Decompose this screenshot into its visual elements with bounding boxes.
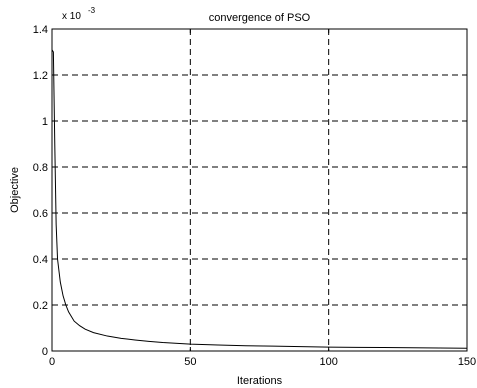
plot-frame — [51, 28, 468, 352]
y-tick-label: 0.4 — [33, 254, 48, 266]
y-tick-label: 0.8 — [33, 162, 48, 174]
x-tick-label: 150 — [458, 356, 476, 368]
chart-title: convergence of PSO — [209, 12, 311, 24]
y-tick-label: 1 — [42, 116, 48, 128]
y-tick-label: 1.2 — [33, 70, 48, 82]
y-exponent-power: -3 — [88, 6, 96, 15]
x-tick-label: 100 — [319, 356, 337, 368]
y-tick-label: 0 — [42, 346, 48, 358]
y-tick-label: 0.6 — [33, 208, 48, 220]
y-axis-label: Objective — [9, 167, 21, 213]
y-tick-label: 0.2 — [33, 300, 48, 312]
x-axis-label: Iterations — [237, 375, 283, 387]
x-tick-label: 50 — [184, 356, 196, 368]
tick-layer: 0 50 100 150 0 0.2 0.4 0.6 0.8 1 1.2 1.4 — [33, 24, 476, 368]
series-layer — [51, 49, 468, 349]
x-tick-label: 0 — [49, 356, 55, 368]
series-line — [51, 49, 468, 349]
y-tick-label: 1.4 — [33, 24, 48, 36]
y-exponent-base: x 10 — [62, 11, 81, 22]
grid — [52, 29, 467, 351]
